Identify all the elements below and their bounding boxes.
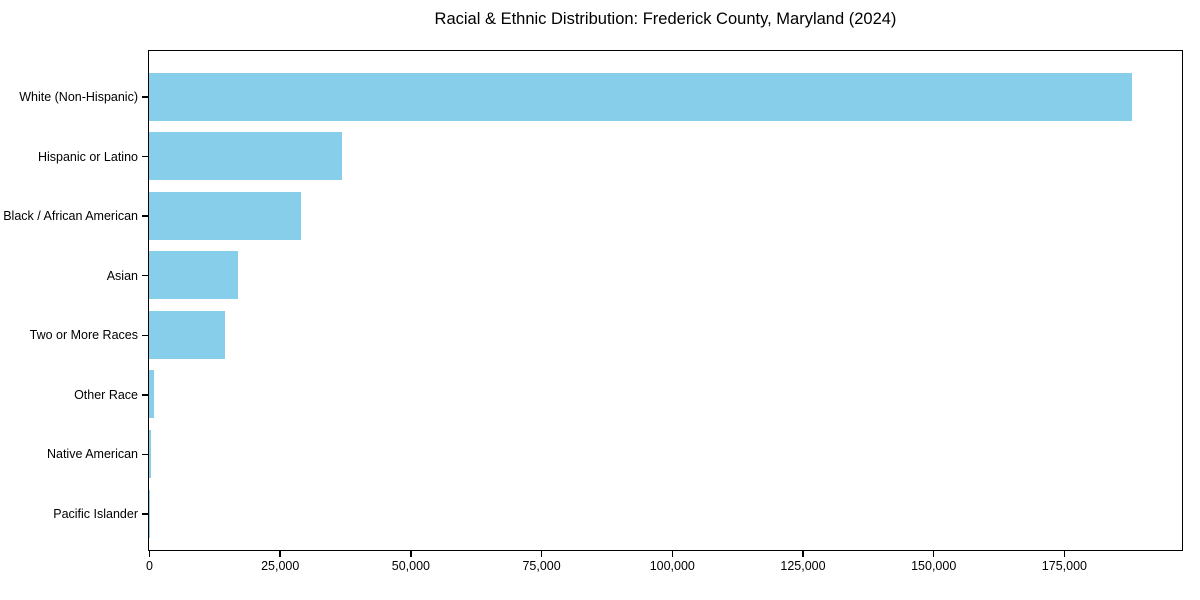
bar xyxy=(149,370,154,419)
y-tick-mark xyxy=(142,215,148,217)
y-tick-label: White (Non-Hispanic) xyxy=(19,90,138,104)
bar xyxy=(149,310,225,359)
y-tick-label: Two or More Races xyxy=(29,328,138,343)
x-tick-mark xyxy=(410,551,412,557)
y-tick-mark xyxy=(142,394,148,396)
y-tick-mark xyxy=(142,96,148,98)
y-tick-label: Hispanic or Latino xyxy=(37,149,138,164)
y-tick-mark xyxy=(142,513,148,515)
x-tick-mark xyxy=(540,551,543,557)
x-tick-label: 150,000 xyxy=(911,559,957,573)
y-tick-label: Other Race xyxy=(74,387,138,402)
bar xyxy=(149,132,343,181)
plot-area xyxy=(148,50,1183,551)
x-tick-mark xyxy=(279,551,281,557)
bar xyxy=(149,191,301,240)
bar xyxy=(149,251,238,300)
y-tick-mark xyxy=(142,274,148,277)
x-tick-label: 175,000 xyxy=(1041,559,1087,573)
x-tick-mark xyxy=(671,551,674,557)
x-tick-label: 100,000 xyxy=(649,559,695,573)
y-tick-label: Pacific Islander xyxy=(53,507,138,521)
x-tick-label: 0 xyxy=(146,559,153,573)
x-tick-label: 50,000 xyxy=(391,559,430,573)
y-tick-label: Asian xyxy=(106,268,138,283)
x-tick-label: 25,000 xyxy=(261,559,300,573)
bar xyxy=(149,72,1132,121)
x-tick-mark xyxy=(932,551,935,557)
x-tick-label: 125,000 xyxy=(780,559,826,573)
y-tick-mark xyxy=(142,334,148,337)
x-tick-label: 75,000 xyxy=(522,559,561,573)
y-tick-mark xyxy=(142,155,148,158)
bar xyxy=(149,429,151,478)
chart-title: Racial & Ethnic Distribution: Frederick … xyxy=(434,10,897,28)
bar xyxy=(149,489,150,538)
y-tick-label: Native American xyxy=(46,447,138,462)
x-tick-mark xyxy=(148,551,151,557)
y-tick-mark xyxy=(142,453,148,456)
x-tick-mark xyxy=(1063,551,1066,557)
x-tick-mark xyxy=(802,551,804,557)
y-tick-label: Black / African American xyxy=(3,209,138,224)
